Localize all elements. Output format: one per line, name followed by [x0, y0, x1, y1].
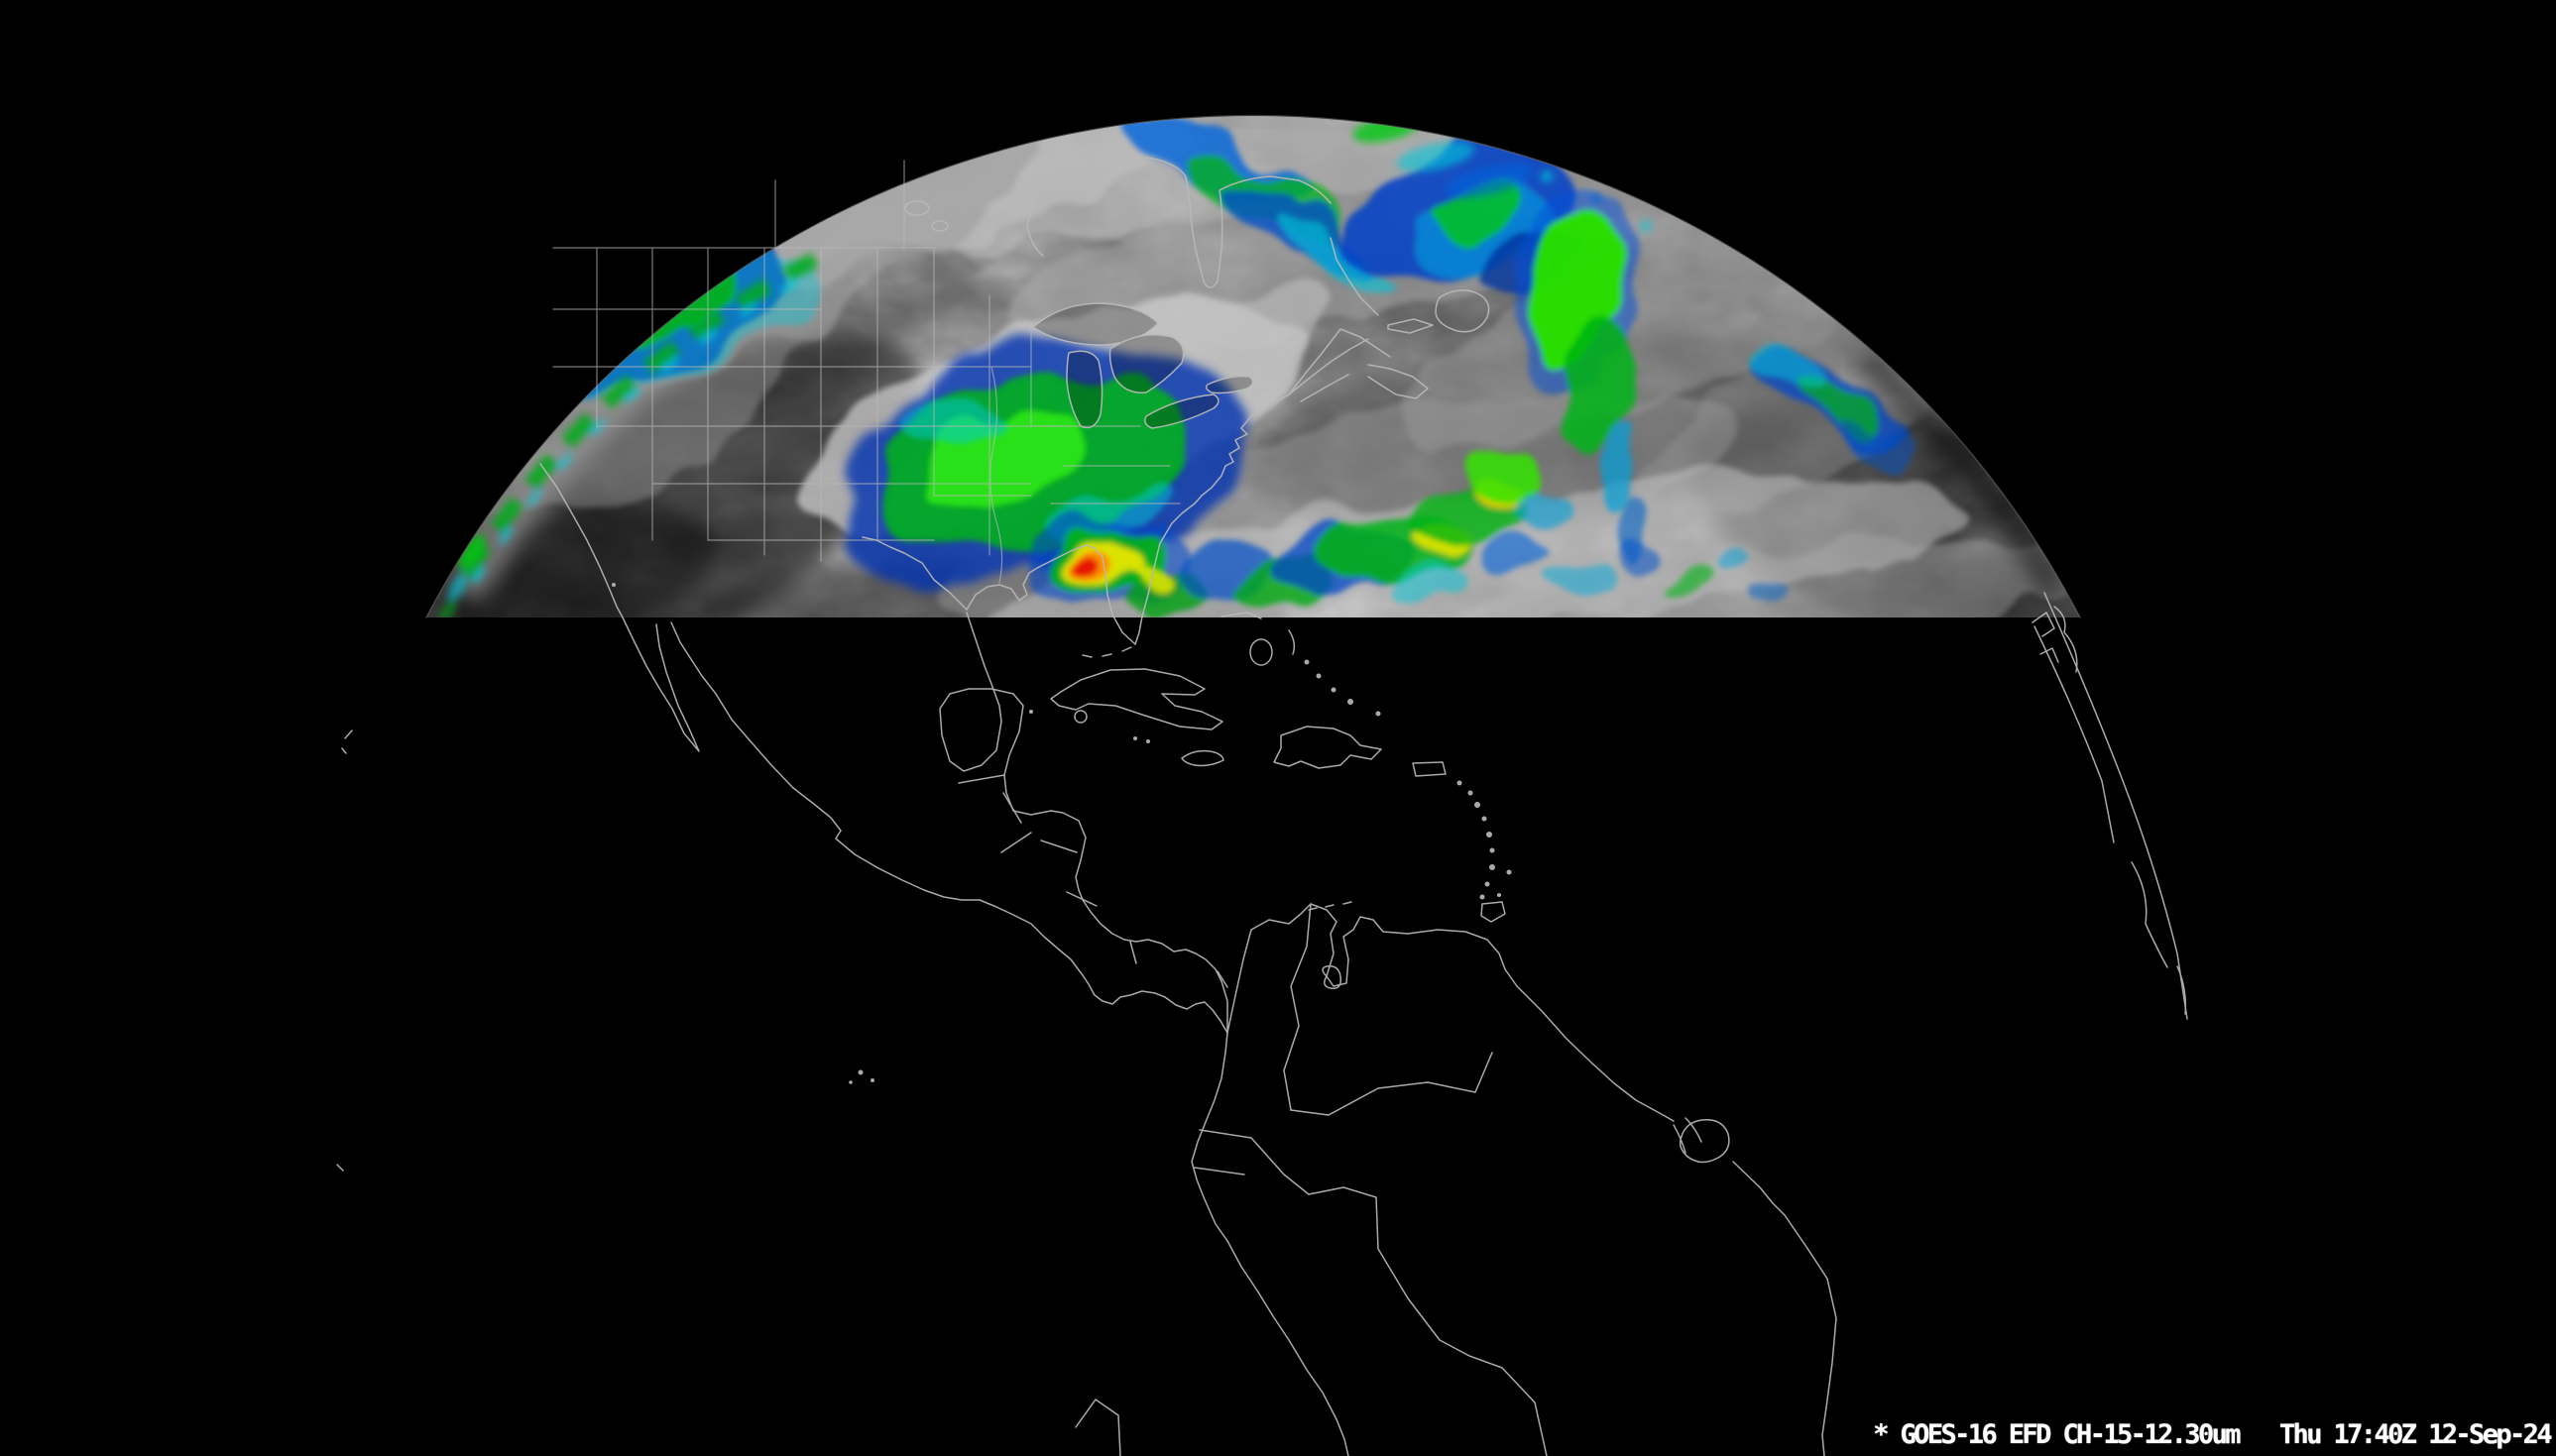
coastline-south-america-pacific	[1191, 1032, 1349, 1456]
florida-keys	[1082, 646, 1132, 658]
coastline-hispaniola	[1273, 726, 1382, 769]
lesser-antilles	[1456, 780, 1512, 900]
south-america-borders	[1075, 903, 1548, 1456]
marajo-island	[1679, 1119, 1730, 1164]
west-limb-cells	[439, 533, 486, 617]
coastline-canada	[904, 154, 1490, 402]
coastline-nova-scotia	[1367, 364, 1429, 399]
coastline-jamaica	[1181, 749, 1224, 767]
rio-grande-border	[862, 536, 968, 611]
ir-imagery-region	[321, 116, 2185, 617]
lake-huron	[1108, 334, 1185, 393]
coastline-cuba	[1050, 668, 1223, 730]
itcz-convection	[1126, 451, 1783, 616]
coastline-baja	[622, 616, 700, 752]
coastline-us-east-gulf	[862, 328, 1341, 658]
coastline-puerto-rico	[1412, 761, 1447, 777]
enhanced-cold-clouds	[439, 116, 1913, 617]
central-atlantic-streaks	[1741, 340, 1913, 470]
map-limb-outline	[425, 114, 2081, 618]
coastline-mexico-central-america	[539, 463, 1349, 1456]
coastline-trinidad	[1480, 901, 1506, 923]
coastline-newfoundland	[1435, 289, 1490, 333]
atlantic-front	[1513, 180, 1657, 559]
coastline-south-america	[1075, 903, 1837, 1456]
us-state-borders	[552, 160, 1290, 584]
limb-arc-front-nw	[459, 252, 825, 585]
limb-darkening-east	[1854, 346, 2070, 602]
pacific-islands	[336, 583, 874, 1172]
lake-maracaibo	[1322, 964, 1342, 989]
lake-superior	[1032, 302, 1159, 346]
hudson-bay-streaks	[1122, 117, 1402, 294]
central-america-borders	[958, 774, 1228, 988]
lake-michigan	[1066, 350, 1104, 429]
lake-erie	[1144, 393, 1220, 429]
great-lakes	[1032, 302, 1254, 429]
coastline-brazil-northeast	[1732, 1161, 1837, 1456]
lake-winnipeg	[904, 200, 930, 216]
coastline-africa-limb	[2032, 592, 2188, 1020]
map-overlay	[336, 114, 2188, 1456]
image-annotation: * GOES-16 EFD CH-15-12.30um Thu 17:40Z 1…	[1873, 1419, 2552, 1450]
bahamas	[1220, 612, 1381, 717]
lake-ontario	[1205, 375, 1254, 394]
caribbean-islands	[1029, 612, 1512, 923]
coastline-california	[539, 463, 624, 618]
coastline-gulf-yucatan-caribbean	[939, 612, 1228, 1034]
